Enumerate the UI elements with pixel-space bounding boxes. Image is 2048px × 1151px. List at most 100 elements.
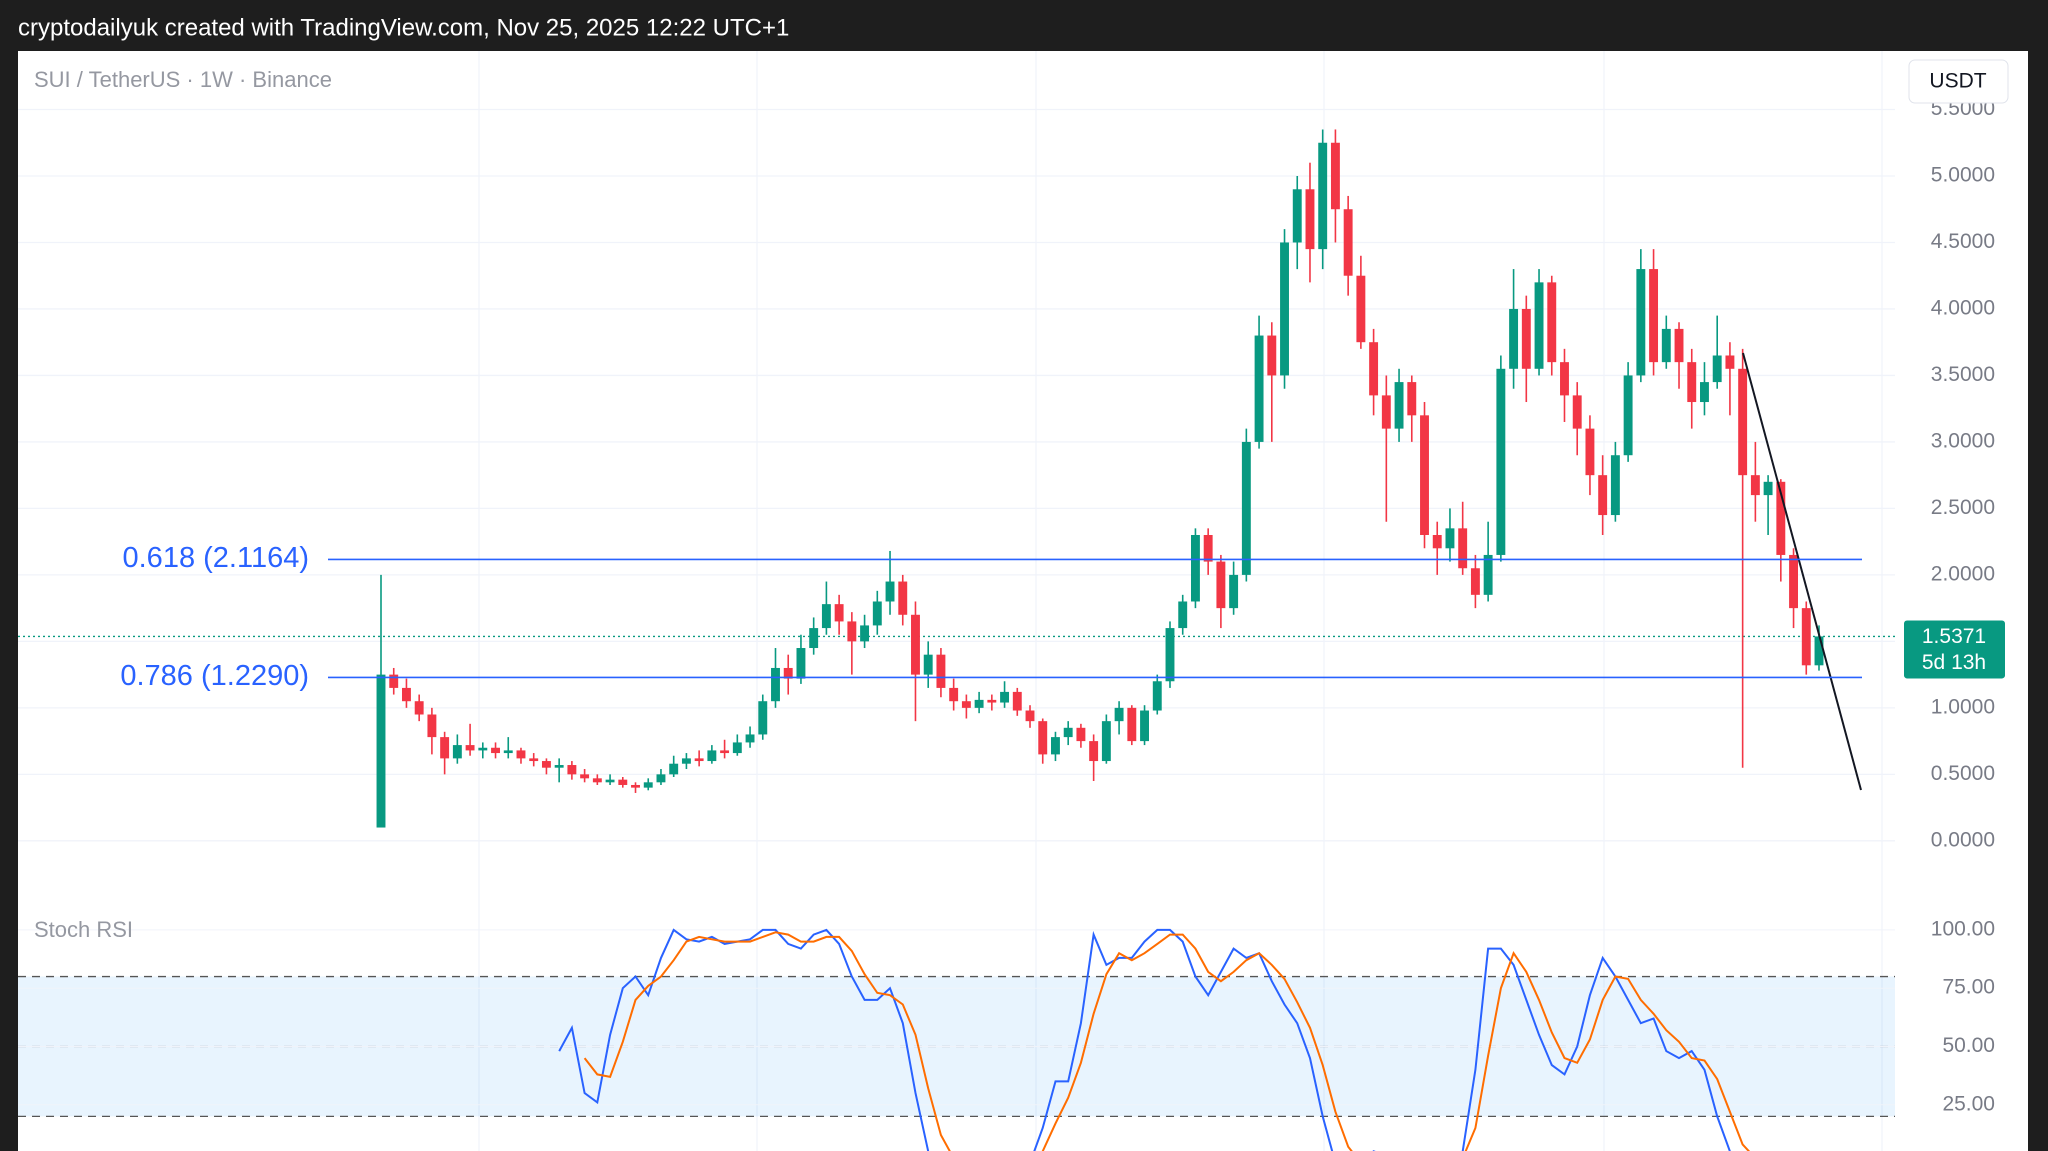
price-pane [18, 108, 1895, 842]
candle-body [1789, 554, 1799, 609]
y-tick-label: 5.0000 [1931, 164, 1995, 187]
y-tick-label: 1.0000 [1931, 695, 1995, 718]
y-tick-label: 4.0000 [1931, 297, 1995, 320]
candle-body [821, 604, 831, 629]
candle-body [1407, 382, 1417, 416]
candle-body [1738, 368, 1748, 476]
y-tick-label: 100.00 [1931, 917, 1995, 940]
candle-body [1649, 269, 1659, 363]
candle-body [1712, 355, 1722, 383]
candle-body [694, 758, 704, 762]
candle-body [465, 745, 475, 751]
time-grid [478, 51, 1883, 1151]
candle-body [643, 782, 653, 788]
candle-body [1356, 275, 1366, 343]
candle-body [1458, 528, 1468, 569]
candle-body [847, 621, 857, 642]
candle-body [936, 654, 946, 688]
candle-body [1521, 308, 1531, 369]
candle-body [669, 763, 679, 775]
candle-body [1585, 428, 1595, 476]
candle-body [631, 784, 640, 788]
candle-body [1700, 382, 1709, 403]
fib-label: 0.618 (2.1164) [123, 542, 310, 574]
stoch-line [583, 931, 1751, 1151]
candle-body [1674, 328, 1684, 363]
candle-body [618, 779, 628, 785]
candle-body [771, 667, 780, 702]
candle-body [1483, 554, 1493, 595]
candle-body [720, 750, 730, 754]
candle-body [529, 758, 539, 762]
stoch-pane [18, 928, 1895, 1151]
y-tick-label: 50.00 [1942, 1034, 1995, 1057]
y-tick-label: 25.00 [1942, 1092, 1995, 1115]
y-tick-label: 2.0000 [1931, 562, 1995, 585]
candle-body [440, 737, 450, 759]
candle-body [1343, 209, 1353, 276]
candle-body [1076, 727, 1086, 742]
trend-line [1742, 352, 1862, 791]
candle-body [1012, 691, 1022, 711]
candle-body [1305, 189, 1315, 250]
candle-body [860, 625, 870, 642]
last-price-badge [1904, 620, 2005, 679]
y-tick-label: 2.5000 [1931, 496, 1995, 519]
candle-body [1776, 481, 1786, 555]
candle-body [427, 714, 437, 738]
axes: 0.00000.50001.00001.50002.00002.50003.00… [1904, 97, 2005, 1115]
candle-body [1101, 721, 1111, 762]
currency-label[interactable]: USDT [1929, 70, 1986, 93]
candle-body [1254, 335, 1264, 442]
candle-body [592, 778, 602, 783]
fib-label: 0.786 (1.2290) [120, 660, 309, 692]
candle-body [1420, 415, 1429, 535]
candle-body [605, 779, 615, 783]
chart-background [18, 51, 2028, 1151]
candle-body [796, 648, 806, 679]
candle-body [580, 774, 590, 779]
candle-body [809, 628, 819, 649]
candle-body [1127, 707, 1137, 742]
candle-body [1330, 142, 1340, 210]
candle-body [1203, 535, 1213, 562]
candle-body [1572, 395, 1582, 429]
y-tick-label: 0.5000 [1931, 762, 1995, 785]
candle-body [1814, 636, 1824, 666]
candle-body [1725, 355, 1735, 369]
candle-body [414, 701, 424, 715]
candle-body [1610, 455, 1620, 516]
candle-body [1025, 710, 1035, 722]
y-tick-label: 3.0000 [1931, 429, 1995, 452]
candle-body [1165, 628, 1175, 682]
candle-body [1623, 375, 1633, 456]
candle-body [1178, 601, 1188, 629]
candle-body [1369, 342, 1379, 396]
indicator-title: Stoch RSI [34, 917, 133, 942]
candle-body [1318, 142, 1328, 250]
stoch-line [558, 928, 1732, 1151]
candle-body [987, 699, 997, 703]
candle-body [401, 687, 411, 702]
candle-body [707, 750, 717, 762]
candle-body [1598, 475, 1608, 516]
candle-body [541, 761, 551, 768]
symbol-title: SUI / TetherUS · 1W · Binance [34, 67, 332, 92]
candle-body [1445, 528, 1455, 549]
currency-button[interactable] [1908, 59, 2009, 104]
candle-body [1190, 535, 1200, 602]
candle-body [783, 667, 793, 679]
candle-body [389, 674, 399, 688]
candle-body [1534, 282, 1544, 369]
candle-body [516, 750, 526, 759]
candle-body [974, 699, 984, 708]
candle-body [503, 750, 513, 754]
candle-body [376, 674, 386, 828]
candle-body [1496, 368, 1506, 555]
candle-body [961, 701, 971, 708]
candle-body [1687, 362, 1697, 403]
candle-body [1763, 481, 1773, 496]
candle-body [1509, 308, 1519, 369]
candle-body [1267, 335, 1277, 376]
